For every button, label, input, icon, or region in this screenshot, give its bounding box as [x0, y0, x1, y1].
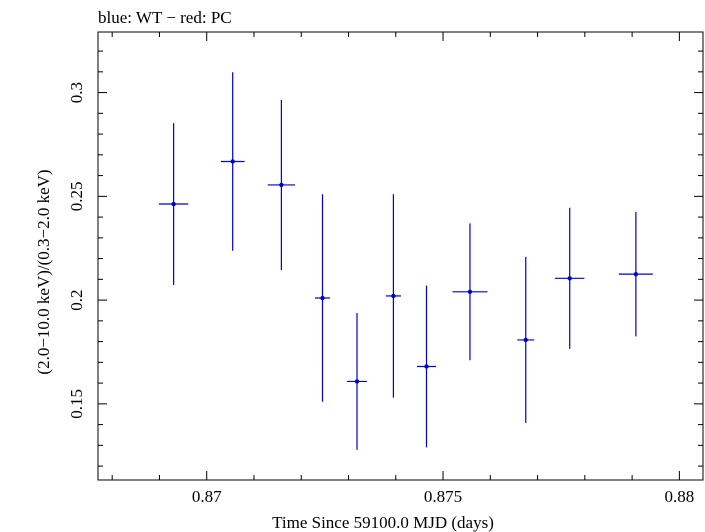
- data-point: [452, 223, 488, 361]
- data-point: [517, 256, 535, 423]
- data-marker: [279, 182, 284, 188]
- x-axis-label: Time Since 59100.0 MJD (days): [272, 513, 494, 532]
- data-point: [385, 194, 401, 398]
- y-axis-label: (2.0−10.0 keV)/(0.3−2.0 keV): [34, 169, 53, 374]
- data-point: [220, 72, 245, 251]
- y-tick-label: 0.2: [67, 289, 86, 310]
- data-point: [555, 207, 585, 349]
- data-series-wt: [158, 72, 653, 450]
- data-marker: [171, 201, 176, 207]
- x-tick-label: 0.87: [192, 487, 222, 506]
- data-point: [267, 99, 296, 271]
- data-marker: [567, 276, 572, 281]
- x-tick-label: 0.875: [424, 487, 462, 506]
- data-point: [417, 285, 436, 448]
- data-marker: [391, 293, 396, 299]
- axis-ticks: [98, 32, 703, 480]
- x-tick-label: 0.88: [664, 487, 694, 506]
- data-point: [158, 123, 189, 285]
- y-tick-label: 0.15: [67, 389, 86, 419]
- data-point: [618, 211, 653, 337]
- y-tick-label: 0.3: [67, 82, 86, 103]
- data-marker: [633, 271, 639, 277]
- data-marker: [467, 289, 473, 294]
- data-marker: [424, 364, 429, 369]
- chart-title: blue: WT − red: PC: [98, 8, 232, 27]
- data-marker: [523, 337, 528, 343]
- data-point: [314, 194, 331, 402]
- plot-frame: [97, 31, 704, 481]
- data-marker: [354, 379, 360, 384]
- data-marker: [320, 295, 325, 301]
- data-point: [347, 312, 367, 450]
- y-tick-label: 0.25: [67, 181, 86, 211]
- axis-tick-labels: 0.87 0.875 0.88 0.15 0.2 0.25 0.3: [67, 82, 694, 506]
- data-marker: [230, 159, 235, 164]
